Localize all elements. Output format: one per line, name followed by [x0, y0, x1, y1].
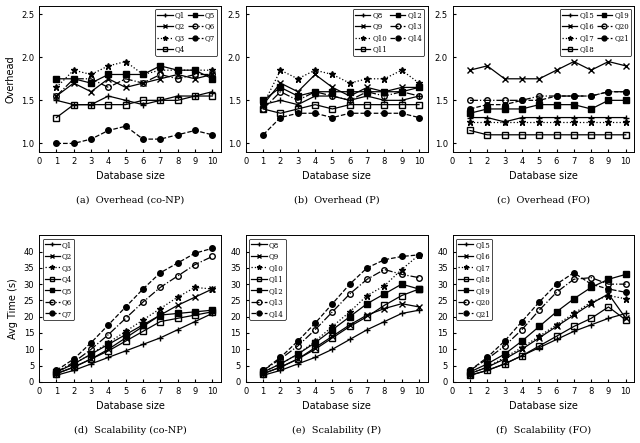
Legend: Q8, Q9, Q10, Q11, Q12, Q13, Q14: Q8, Q9, Q10, Q11, Q12, Q13, Q14 — [250, 239, 285, 320]
Legend: Q15, Q16, Q17, Q18, Q19, Q20, Q21: Q15, Q16, Q17, Q18, Q19, Q20, Q21 — [456, 239, 492, 320]
Text: (a)  Overhead (co-NP): (a) Overhead (co-NP) — [76, 196, 184, 205]
Text: (d)  Scalability (co-NP): (d) Scalability (co-NP) — [74, 426, 186, 435]
Text: (f)  Scalability (FO): (f) Scalability (FO) — [496, 426, 591, 435]
X-axis label: Database size: Database size — [95, 171, 164, 182]
Text: (c)  Overhead (FO): (c) Overhead (FO) — [497, 196, 590, 205]
X-axis label: Database size: Database size — [509, 171, 578, 182]
X-axis label: Database size: Database size — [302, 401, 371, 411]
Text: (b)  Overhead (P): (b) Overhead (P) — [294, 196, 380, 205]
Y-axis label: Overhead: Overhead — [6, 55, 15, 103]
Y-axis label: Avg Time (s): Avg Time (s) — [8, 278, 18, 339]
Legend: Q8, Q9, Q10, Q11, Q12, Q13, Q14: Q8, Q9, Q10, Q11, Q12, Q13, Q14 — [353, 9, 424, 56]
X-axis label: Database size: Database size — [509, 401, 578, 411]
Text: (e)  Scalability (P): (e) Scalability (P) — [292, 426, 381, 435]
Legend: Q15, Q16, Q17, Q18, Q19, Q20, Q21: Q15, Q16, Q17, Q18, Q19, Q20, Q21 — [560, 9, 631, 56]
Legend: Q1, Q2, Q3, Q4, Q5, Q6, Q7: Q1, Q2, Q3, Q4, Q5, Q6, Q7 — [43, 239, 74, 320]
X-axis label: Database size: Database size — [95, 401, 164, 411]
X-axis label: Database size: Database size — [302, 171, 371, 182]
Legend: Q1, Q2, Q3, Q4, Q5, Q6, Q7: Q1, Q2, Q3, Q4, Q5, Q6, Q7 — [156, 9, 218, 56]
